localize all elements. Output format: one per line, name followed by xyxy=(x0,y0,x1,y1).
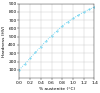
X-axis label: % austenite (°C): % austenite (°C) xyxy=(39,87,75,91)
Y-axis label: Hardness (HV): Hardness (HV) xyxy=(2,25,6,57)
